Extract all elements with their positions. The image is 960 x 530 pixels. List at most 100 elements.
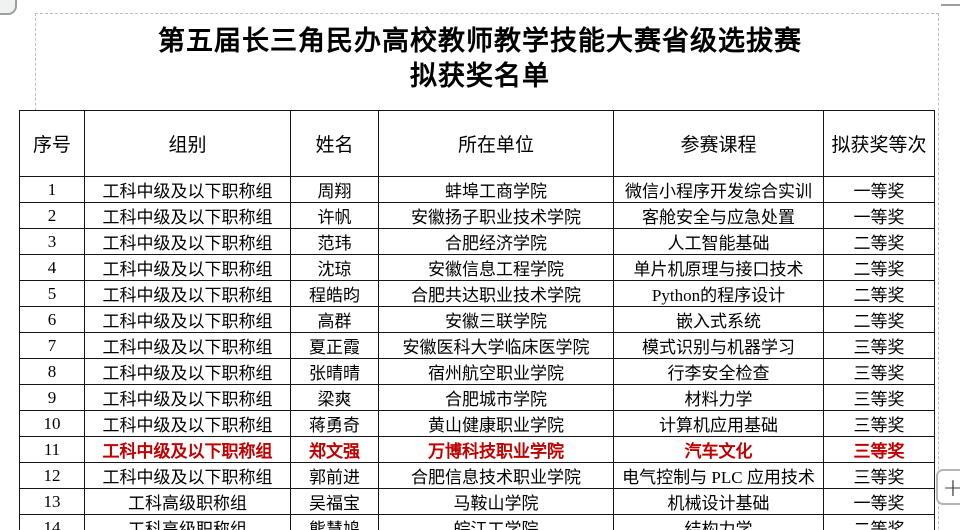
table-row: 11 工科中级及以下职称组 郑文强 万博科技职业学院 汽车文化 三等奖 — [19, 436, 935, 463]
cell-no: 3 — [19, 228, 85, 255]
cell-unit: 宿州航空职业学院 — [378, 358, 614, 385]
zoom-in-button[interactable]: + — [936, 469, 960, 505]
cell-unit: 黄山健康职业学院 — [378, 410, 614, 437]
cell-name: 张晴晴 — [290, 358, 379, 385]
cell-course: Python的程序设计 — [613, 280, 824, 307]
column-header-0: 序号 — [19, 110, 85, 177]
cell-award: 二等奖 — [823, 306, 935, 333]
cell-name: 郭前进 — [290, 462, 379, 489]
cell-award: 三等奖 — [823, 384, 935, 411]
cell-award: 二等奖 — [823, 228, 935, 255]
cell-no: 13 — [19, 488, 85, 515]
cell-unit: 马鞍山学院 — [378, 488, 614, 515]
cell-no: 8 — [19, 358, 85, 385]
cell-no: 1 — [19, 176, 85, 203]
table-row: 13 工科高级职称组 吴福宝 马鞍山学院 机械设计基础 一等奖 — [19, 488, 935, 515]
cutoff-panel-corner — [0, 0, 17, 15]
cell-course: 微信小程序开发综合实训 — [613, 176, 824, 203]
cell-course: 嵌入式系统 — [613, 306, 824, 333]
underlined-course-text: Python的程序设计 — [651, 286, 786, 306]
table-row: 10 工科中级及以下职称组 蒋勇奇 黄山健康职业学院 计算机应用基础 三等奖 — [19, 410, 935, 437]
cell-name: 高群 — [290, 306, 379, 333]
cell-group: 工科中级及以下职称组 — [84, 176, 291, 203]
cell-unit: 安徽医科大学临床医学院 — [378, 332, 614, 359]
cell-no: 7 — [19, 332, 85, 359]
table-row: 6 工科中级及以下职称组 高群 安徽三联学院 嵌入式系统 二等奖 — [19, 306, 935, 333]
cell-award: 一等奖 — [823, 488, 935, 515]
cell-unit: 安徽扬子职业技术学院 — [378, 202, 614, 229]
cell-unit: 合肥经济学院 — [378, 228, 614, 255]
cell-group: 工科中级及以下职称组 — [84, 254, 291, 281]
cell-name: 夏正霞 — [290, 332, 379, 359]
cell-course: 人工智能基础 — [613, 228, 824, 255]
cell-no: 6 — [19, 306, 85, 333]
cell-group: 工科中级及以下职称组 — [84, 436, 291, 463]
cell-course: 汽车文化 — [613, 436, 824, 463]
cell-award: 三等奖 — [823, 358, 935, 385]
cell-name: 吴福宝 — [290, 488, 379, 515]
cell-unit: 安徽信息工程学院 — [378, 254, 614, 281]
table-row: 1 工科中级及以下职称组 周翔 蚌埠工商学院 微信小程序开发综合实训 一等奖 — [19, 176, 935, 203]
column-header-3: 所在单位 — [378, 110, 614, 177]
cell-name: 沈琼 — [290, 254, 379, 281]
table-row: 2 工科中级及以下职称组 许帆 安徽扬子职业技术学院 客舱安全与应急处置 一等奖 — [19, 202, 935, 229]
cell-award: 三等奖 — [823, 436, 935, 463]
cell-no: 9 — [19, 384, 85, 411]
table-row: 4 工科中级及以下职称组 沈琼 安徽信息工程学院 单片机原理与接口技术 二等奖 — [19, 254, 935, 281]
table-row: 5 工科中级及以下职称组 程皓昀 合肥共达职业技术学院 Python的程序设计 二等奖 — [19, 280, 935, 307]
cell-no: 12 — [19, 462, 85, 489]
cell-award: 三等奖 — [823, 332, 935, 359]
table-header-row: 序号 组别 姓名 所在单位 参赛课程 拟获奖等次 — [19, 110, 935, 177]
cell-name: 郑文强 — [290, 436, 379, 463]
table-row: 9 工科中级及以下职称组 梁爽 合肥城市学院 材料力学 三等奖 — [19, 384, 935, 411]
table-row: 8 工科中级及以下职称组 张晴晴 宿州航空职业学院 行李安全检查 三等奖 — [19, 358, 935, 385]
column-header-5: 拟获奖等次 — [823, 110, 935, 177]
table-row: 7 工科中级及以下职称组 夏正霞 安徽医科大学临床医学院 模式识别与机器学习 三等奖 — [19, 332, 935, 359]
cell-course: 模式识别与机器学习 — [613, 332, 824, 359]
cell-course: 电气控制与 PLC 应用技术 — [613, 462, 824, 489]
cell-award: 二等奖 — [823, 514, 935, 530]
cell-unit: 皖江工学院 — [378, 514, 614, 530]
cell-no: 11 — [19, 436, 85, 463]
cell-group: 工科中级及以下职称组 — [84, 332, 291, 359]
cell-unit: 合肥共达职业技术学院 — [378, 280, 614, 307]
document-title-line1: 第五届长三角民办高校教师教学技能大赛省级选拔赛 — [158, 26, 802, 56]
cell-group: 工科中级及以下职称组 — [84, 202, 291, 229]
cell-course: 单片机原理与接口技术 — [613, 254, 824, 281]
cell-name: 熊慧鸠 — [290, 514, 379, 530]
cell-name: 周翔 — [290, 176, 379, 203]
cell-no: 10 — [19, 410, 85, 437]
cell-name: 蒋勇奇 — [290, 410, 379, 437]
cell-group: 工科中级及以下职称组 — [84, 358, 291, 385]
cell-group: 工科中级及以下职称组 — [84, 228, 291, 255]
table-row: 14 工科高级职称组 熊慧鸠 皖江工学院 结构力学 二等奖 — [19, 514, 935, 530]
cell-group: 工科中级及以下职称组 — [84, 306, 291, 333]
cell-no: 14 — [19, 514, 85, 530]
cell-unit: 安徽三联学院 — [378, 306, 614, 333]
award-list-table: 序号 组别 姓名 所在单位 参赛课程 拟获奖等次 1 工科中级及以下职称组 周翔 蚌埠工商学院微… — [19, 110, 935, 530]
table-row: 3 工科中级及以下职称组 范玮 合肥经济学院 人工智能基础 二等奖 — [19, 228, 935, 255]
cell-group: 工科中级及以下职称组 — [84, 280, 291, 307]
cutoff-line-artifact — [941, 4, 960, 6]
cell-award: 三等奖 — [823, 410, 935, 437]
cell-unit: 万博科技职业学院 — [378, 436, 614, 463]
cell-name: 梁爽 — [290, 384, 379, 411]
cell-no: 5 — [19, 280, 85, 307]
cell-group: 工科高级职称组 — [84, 514, 291, 530]
cell-name: 许帆 — [290, 202, 379, 229]
cell-no: 2 — [19, 202, 85, 229]
cell-group: 工科中级及以下职称组 — [84, 462, 291, 489]
cell-award: 一等奖 — [823, 202, 935, 229]
cell-course: 行李安全检查 — [613, 358, 824, 385]
document-title: 第五届长三角民办高校教师教学技能大赛省级选拔赛 拟获奖名单 — [0, 24, 960, 94]
cell-group: 工科中级及以下职称组 — [84, 384, 291, 411]
cell-award: 二等奖 — [823, 280, 935, 307]
cell-no: 4 — [19, 254, 85, 281]
column-header-4: 参赛课程 — [613, 110, 824, 177]
column-header-1: 组别 — [84, 110, 291, 177]
column-header-2: 姓名 — [290, 110, 379, 177]
cell-unit: 合肥信息技术职业学院 — [378, 462, 614, 489]
cell-name: 程皓昀 — [290, 280, 379, 307]
cell-course: 结构力学 — [613, 514, 824, 530]
